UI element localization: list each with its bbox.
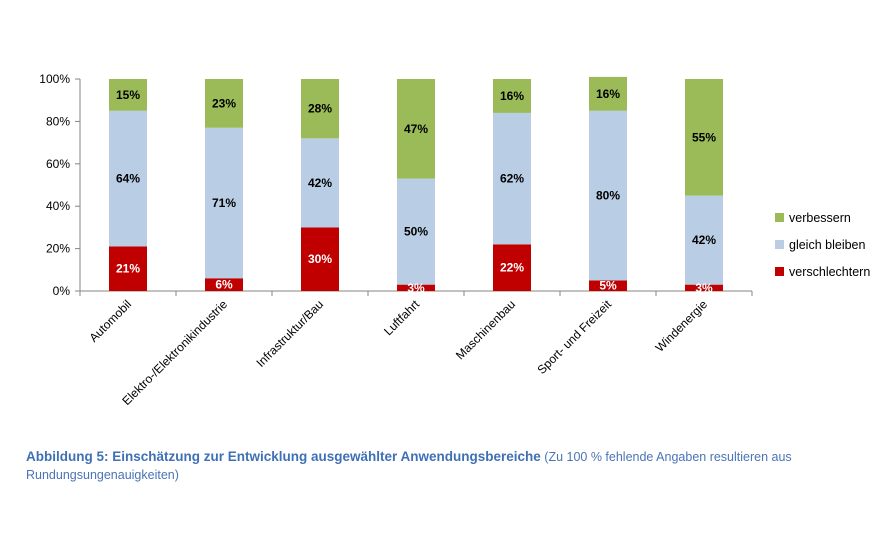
bar-segment-verbessern bbox=[109, 79, 147, 111]
data-label: 42% bbox=[308, 176, 332, 190]
legend-swatch bbox=[775, 213, 784, 222]
data-label: 80% bbox=[596, 189, 620, 203]
data-label: 42% bbox=[692, 233, 716, 247]
bar-segment-gleich-bleiben bbox=[493, 112, 531, 245]
data-label: 30% bbox=[308, 252, 332, 266]
data-label: 22% bbox=[500, 261, 524, 275]
bar-segment-verschlechtern bbox=[109, 246, 147, 291]
data-label: 21% bbox=[116, 262, 140, 276]
data-label: 16% bbox=[596, 87, 620, 101]
bar-segment-verbessern bbox=[397, 79, 435, 179]
bar-segment-gleich-bleiben bbox=[109, 110, 147, 247]
legend-swatch bbox=[775, 267, 784, 276]
bar-segment-gleich-bleiben bbox=[589, 110, 627, 281]
chart-data-labels: 21% 64% 15% 6% 71% 23% 30% 42% 28% 3% 50% 47% 22% 62%… bbox=[116, 87, 716, 295]
data-label: 64% bbox=[116, 172, 140, 186]
legend-label: gleich bleiben bbox=[789, 238, 865, 252]
data-label: 16% bbox=[500, 89, 524, 103]
bar-segment-verbessern bbox=[589, 76, 627, 111]
category-label: Luftfahrt bbox=[381, 297, 423, 339]
bar-segment-gleich-bleiben bbox=[205, 127, 243, 279]
data-label: 5% bbox=[599, 279, 617, 293]
figure-caption: Abbildung 5: Einschätzung zur Entwicklun… bbox=[26, 448, 856, 484]
bar-segment-verschlechtern bbox=[589, 280, 627, 291]
bar-segment-verbessern bbox=[205, 79, 243, 128]
category-label: Sport- und Freizeit bbox=[534, 297, 614, 377]
y-tick-label: 80% bbox=[46, 114, 70, 128]
y-tick-label: 0% bbox=[53, 284, 71, 298]
bar-segment-verschlechtern bbox=[205, 278, 243, 291]
data-label: 6% bbox=[215, 278, 233, 292]
bar-segment-verbessern bbox=[685, 79, 723, 196]
data-label: 28% bbox=[308, 102, 332, 116]
bar-segment-gleich-bleiben bbox=[301, 138, 339, 228]
category-label: Infrastruktur/Bau bbox=[253, 297, 326, 370]
category-label: Windenergie bbox=[653, 297, 711, 355]
data-label: 47% bbox=[404, 122, 428, 136]
data-label: 23% bbox=[212, 96, 236, 110]
y-tick-label: 40% bbox=[46, 199, 70, 213]
legend-swatch bbox=[775, 240, 784, 249]
chart-axes: 0% 20% 40% 60% 80% 100% bbox=[39, 72, 753, 298]
caption-note: (Zu 100 % fehlende Angaben resultieren a… bbox=[26, 450, 792, 482]
bar-segment-verschlechtern bbox=[685, 284, 723, 291]
data-label: 71% bbox=[212, 196, 236, 210]
bar-segment-verschlechtern bbox=[493, 244, 531, 291]
data-label: 62% bbox=[500, 172, 524, 186]
legend-label: verbessern bbox=[789, 211, 851, 225]
category-label: Elektro-/Elektronikindustrie bbox=[119, 297, 230, 408]
bar-segment-gleich-bleiben bbox=[397, 178, 435, 285]
data-label: 55% bbox=[692, 130, 716, 144]
stacked-bar-chart: 0% 20% 40% 60% 80% 100% 21% 64% 15% 6% 71% 23% 30% 4… bbox=[39, 72, 870, 408]
bar-segment-verbessern bbox=[493, 79, 531, 113]
caption-title: Abbildung 5: Einschätzung zur Entwicklun… bbox=[26, 449, 541, 464]
category-label: Maschinenbau bbox=[453, 297, 518, 362]
y-tick-label: 20% bbox=[46, 242, 70, 256]
legend-label: verschlechtern bbox=[789, 265, 870, 279]
data-label: 3% bbox=[695, 281, 713, 295]
category-label: Automobil bbox=[86, 297, 134, 345]
data-label: 50% bbox=[404, 225, 428, 239]
bar-segment-verschlechtern bbox=[397, 284, 435, 291]
data-label: 3% bbox=[407, 281, 425, 295]
chart-legend: verbessern gleich bleiben verschlechtern bbox=[775, 211, 870, 279]
chart-bars bbox=[109, 76, 723, 291]
data-label: 15% bbox=[116, 88, 140, 102]
y-tick-label: 60% bbox=[46, 157, 70, 171]
y-tick-label: 100% bbox=[39, 72, 70, 86]
bar-segment-verschlechtern bbox=[301, 227, 339, 291]
bar-segment-gleich-bleiben bbox=[685, 195, 723, 285]
bar-segment-verbessern bbox=[301, 79, 339, 139]
